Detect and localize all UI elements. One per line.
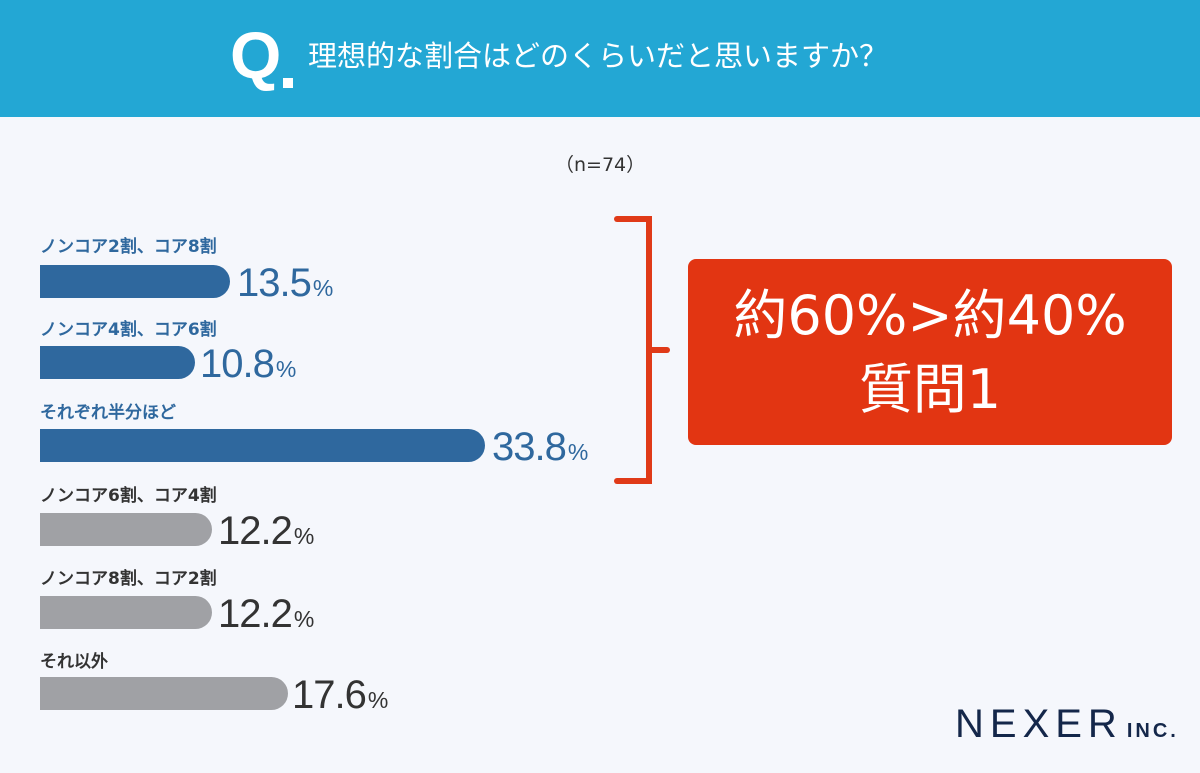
bar-other bbox=[40, 513, 212, 546]
bracket-bottom bbox=[614, 478, 652, 484]
bracket-top bbox=[614, 216, 652, 222]
callout-line2: 質問1 bbox=[858, 358, 1002, 421]
bar-value: 17.6% bbox=[292, 673, 388, 717]
q-dot bbox=[283, 78, 293, 88]
bar-value: 10.8% bbox=[200, 342, 296, 386]
row-label: ノンコア8割、コア2割 bbox=[40, 569, 217, 589]
summary-callout: 約60%>約40% 質問1 bbox=[688, 259, 1172, 445]
row-label: それ以外 bbox=[40, 652, 108, 672]
logo-main: NEXER bbox=[955, 702, 1123, 746]
row-label: ノンコア2割、コア8割 bbox=[40, 237, 217, 257]
sample-size: （n=74） bbox=[555, 154, 646, 176]
q-mark: Q bbox=[230, 18, 281, 92]
bar-other bbox=[40, 596, 212, 629]
question-header: Q 理想的な割合はどのくらいだと思いますか？ bbox=[0, 0, 1200, 117]
row-label: ノンコア6割、コア4割 bbox=[40, 486, 217, 506]
bar-value: 12.2% bbox=[218, 592, 314, 636]
question-text: 理想的な割合はどのくらいだと思いますか？ bbox=[308, 39, 889, 73]
bracket-tick bbox=[646, 347, 670, 353]
bar-value: 12.2% bbox=[218, 509, 314, 553]
bar-highlight bbox=[40, 429, 485, 462]
row-label: ノンコア4割、コア6割 bbox=[40, 320, 217, 340]
row-label: それぞれ半分ほど bbox=[40, 403, 176, 423]
callout-line1: 約60%>約40% bbox=[733, 284, 1127, 347]
logo-sub: INC. bbox=[1126, 720, 1179, 742]
bar-value: 13.5% bbox=[237, 261, 333, 305]
bar-highlight bbox=[40, 346, 195, 379]
nexer-logo: NEXER INC. bbox=[955, 702, 1179, 747]
bar-highlight bbox=[40, 265, 230, 298]
bar-value: 33.8% bbox=[492, 425, 588, 469]
bar-other bbox=[40, 677, 288, 710]
